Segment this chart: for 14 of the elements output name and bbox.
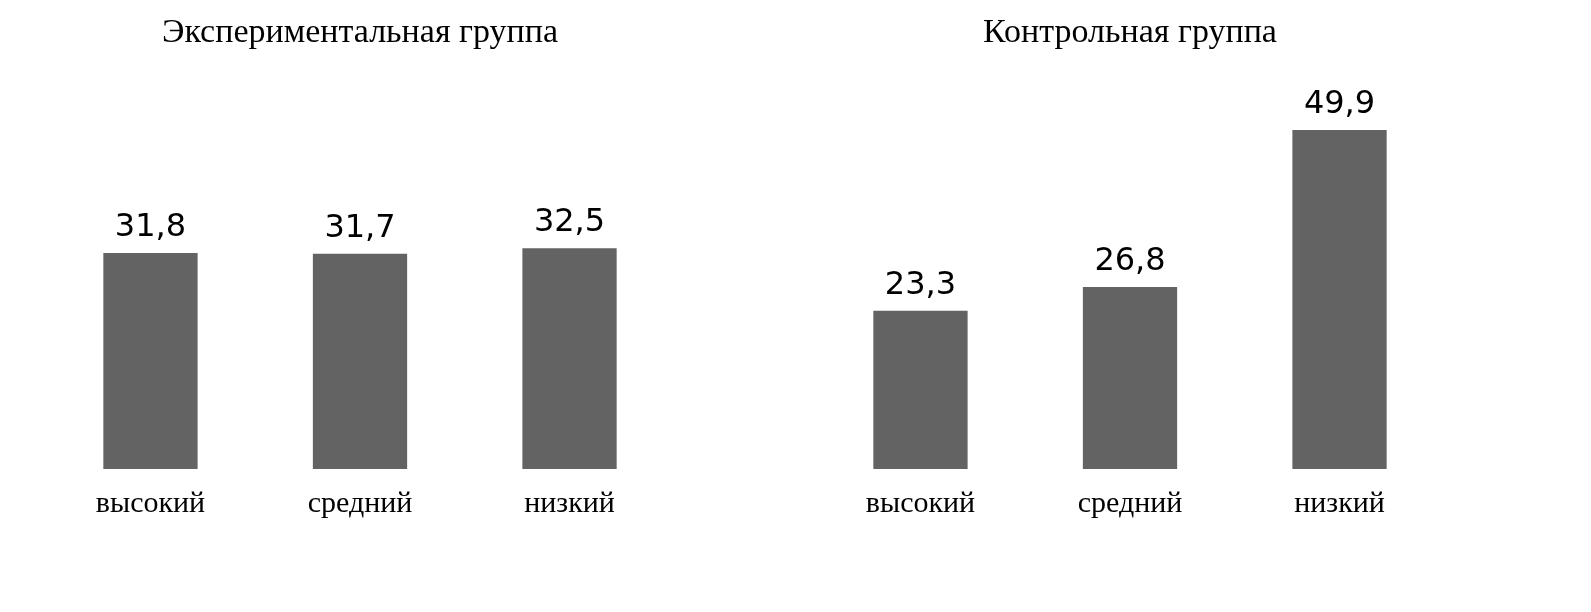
data-label: 49,9 xyxy=(1303,83,1376,122)
x-tick-label: средний xyxy=(1077,484,1183,518)
x-tick-label: средний xyxy=(307,484,413,518)
x-tick-label: низкий xyxy=(1294,484,1385,518)
data-label: 23,3 xyxy=(884,263,957,302)
x-tick-label: высокий xyxy=(865,484,976,518)
data-label: 31,7 xyxy=(324,206,396,245)
data-label: 26,8 xyxy=(1094,239,1166,278)
x-tick-label: высокий xyxy=(95,484,206,518)
chart-title: Экспериментальная группа xyxy=(161,12,559,49)
data-label: 31,8 xyxy=(114,205,187,244)
chart-title: Контрольная группа xyxy=(983,12,1277,49)
x-tick-label: низкий xyxy=(524,484,615,518)
data-label: 32,5 xyxy=(533,201,606,240)
